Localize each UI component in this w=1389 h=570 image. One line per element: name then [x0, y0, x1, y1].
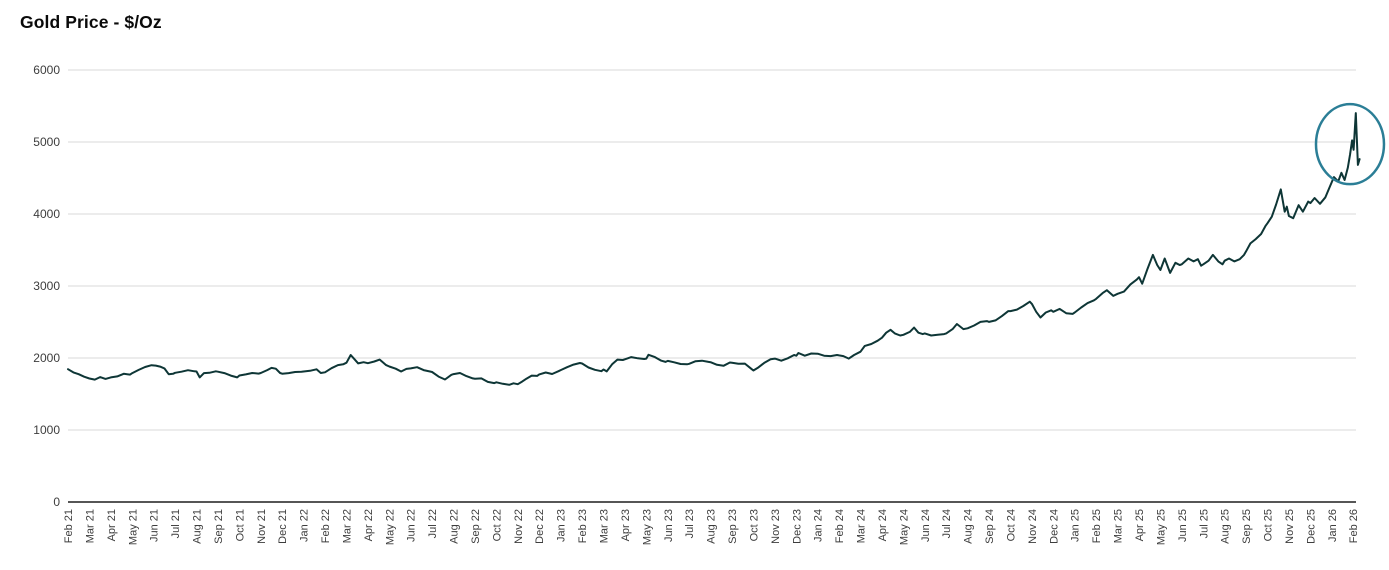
- x-tick-label: Aug 22: [449, 509, 461, 544]
- x-tick-label: Oct 25: [1263, 509, 1275, 541]
- x-tick-label: May 25: [1155, 509, 1167, 545]
- y-tick-label: 5000: [33, 135, 60, 149]
- x-tick-label: Nov 21: [256, 509, 268, 544]
- x-tick-label: May 24: [898, 509, 910, 545]
- x-tick-label: Aug 21: [192, 509, 204, 544]
- x-tick-label: Jan 24: [813, 509, 825, 542]
- x-tick-label: Dec 23: [791, 509, 803, 544]
- x-tick-label: Mar 21: [84, 509, 96, 543]
- x-tick-label: Feb 25: [1091, 509, 1103, 543]
- x-tick-label: Feb 23: [577, 509, 589, 543]
- x-tick-label: Jun 21: [149, 509, 161, 542]
- x-tick-label: Jun 25: [1177, 509, 1189, 542]
- x-tick-label: Dec 22: [534, 509, 546, 544]
- x-tick-label: May 23: [641, 509, 653, 545]
- x-tick-label: Oct 21: [234, 509, 246, 541]
- x-tick-label: Jan 22: [299, 509, 311, 542]
- y-tick-label: 3000: [33, 279, 60, 293]
- x-tick-label: Oct 24: [1005, 509, 1017, 541]
- x-tick-label: Aug 25: [1220, 509, 1232, 544]
- y-tick-label: 2000: [33, 351, 60, 365]
- x-tick-label: Oct 22: [491, 509, 503, 541]
- x-tick-label: Mar 24: [856, 509, 868, 543]
- x-tick-label: Sep 25: [1241, 509, 1253, 544]
- x-tick-label: Apr 23: [620, 509, 632, 541]
- x-tick-label: Nov 25: [1284, 509, 1296, 544]
- x-tick-label: Jun 22: [406, 509, 418, 542]
- x-tick-label: Jul 25: [1198, 509, 1210, 538]
- x-tick-label: Oct 23: [748, 509, 760, 541]
- x-tick-label: Sep 23: [727, 509, 739, 544]
- x-tick-label: Jan 25: [1070, 509, 1082, 542]
- x-tick-label: Dec 24: [1048, 509, 1060, 544]
- x-tick-label: Aug 24: [963, 509, 975, 544]
- x-tick-label: Jul 24: [941, 509, 953, 538]
- x-tick-label: Apr 21: [106, 509, 118, 541]
- x-tick-label: Sep 22: [470, 509, 482, 544]
- x-tick-label: Apr 22: [363, 509, 375, 541]
- x-tick-label: May 22: [384, 509, 396, 545]
- x-tick-label: Dec 25: [1305, 509, 1317, 544]
- y-tick-label: 1000: [33, 423, 60, 437]
- x-tick-label: Jul 21: [170, 509, 182, 538]
- x-tick-label: Aug 23: [706, 509, 718, 544]
- x-tick-label: Nov 23: [770, 509, 782, 544]
- x-tick-label: Feb 22: [320, 509, 332, 543]
- y-tick-label: 6000: [33, 63, 60, 77]
- x-tick-label: Apr 25: [1134, 509, 1146, 541]
- x-tick-label: Sep 24: [984, 509, 996, 544]
- x-tick-label: Nov 24: [1027, 509, 1039, 544]
- x-tick-label: Jan 26: [1327, 509, 1339, 542]
- x-tick-label: Feb 21: [63, 509, 75, 543]
- x-tick-label: Mar 23: [599, 509, 611, 543]
- x-tick-label: Dec 21: [277, 509, 289, 544]
- x-tick-label: Feb 24: [834, 509, 846, 543]
- x-tick-label: Jul 22: [427, 509, 439, 538]
- spike-annotation-circle: [1314, 102, 1386, 186]
- x-tick-label: Jan 23: [556, 509, 568, 542]
- x-tick-label: Nov 22: [513, 509, 525, 544]
- x-tick-label: Mar 22: [341, 509, 353, 543]
- chart-title: Gold Price - $/Oz: [20, 12, 162, 32]
- price-line: [67, 112, 1361, 386]
- x-tick-label: Feb 26: [1348, 509, 1360, 543]
- x-tick-label: May 21: [127, 509, 139, 545]
- x-tick-label: Jun 24: [920, 509, 932, 542]
- x-tick-label: Apr 24: [877, 509, 889, 541]
- y-tick-label: 0: [53, 495, 60, 509]
- x-tick-label: Jun 23: [663, 509, 675, 542]
- y-tick-label: 4000: [33, 207, 60, 221]
- x-tick-label: Jul 23: [684, 509, 696, 538]
- x-tick-label: Mar 25: [1113, 509, 1125, 543]
- x-tick-label: Sep 21: [213, 509, 225, 544]
